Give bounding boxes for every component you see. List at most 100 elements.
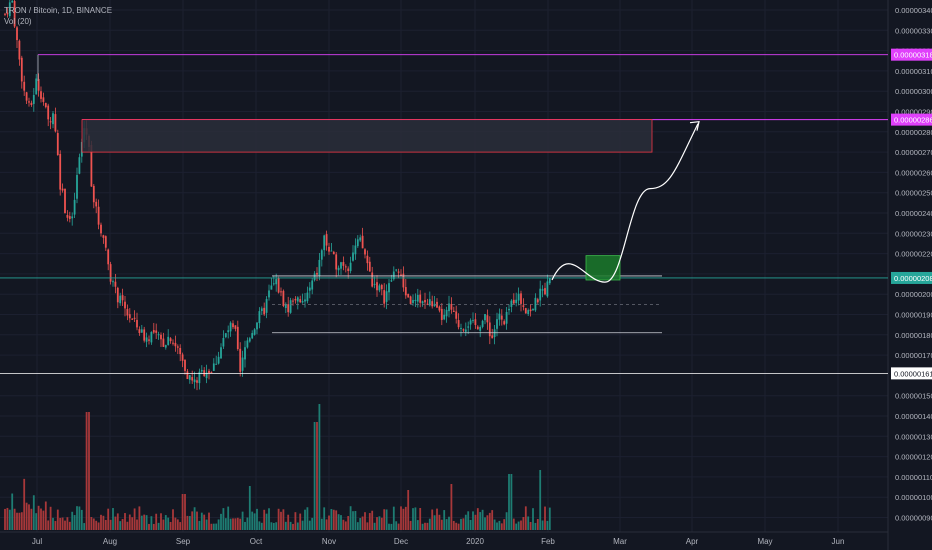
volume-bar <box>328 515 330 530</box>
volume-bar <box>532 508 534 530</box>
volume-bar <box>289 521 292 530</box>
candle-body <box>138 329 141 334</box>
volume-bar <box>239 518 242 530</box>
candle-body <box>210 372 213 374</box>
volume-bar <box>340 515 342 530</box>
candle-body <box>301 301 304 303</box>
volume-bar <box>59 517 62 530</box>
candle-body <box>150 331 153 343</box>
candle-body <box>424 300 426 303</box>
candle-body <box>56 133 59 155</box>
x-tick-label: Jul <box>32 537 42 546</box>
candle-body <box>496 319 498 329</box>
volume-bar <box>299 513 302 530</box>
volume-bar <box>54 521 57 530</box>
volume-bar <box>522 517 525 530</box>
volume-bar <box>313 422 316 530</box>
volume-bar <box>304 509 306 530</box>
candle-body <box>229 322 232 332</box>
volume-bar <box>198 520 201 530</box>
volume-bar <box>246 517 249 530</box>
candle-body <box>284 303 287 309</box>
candle-body <box>200 369 203 372</box>
candle-body <box>455 311 458 319</box>
volume-bar <box>517 521 520 530</box>
volume-bar <box>66 517 69 530</box>
volume-bar <box>412 508 414 530</box>
volume-bar <box>546 520 549 530</box>
volume-bar <box>373 522 376 530</box>
volume-bar <box>236 517 239 530</box>
candle-body <box>392 271 395 280</box>
candle-body <box>208 370 210 374</box>
volume-bar <box>378 516 381 530</box>
volume-bar <box>296 522 299 530</box>
candle-body <box>224 333 227 338</box>
candle-body <box>100 224 102 234</box>
volume-bar <box>397 523 400 530</box>
volume-bar <box>445 519 448 530</box>
volume-indicator-label[interactable]: Vol (20) <box>4 17 32 26</box>
volume-bar <box>92 518 95 530</box>
price-axis[interactable]: 0.000003400.000003300.000003200.00000310… <box>895 6 932 523</box>
candle-body <box>313 273 316 281</box>
time-axis[interactable]: Jul Aug Sep Oct Nov Dec 2020 Feb Mar Apr May Jun <box>32 537 845 546</box>
volume-bar <box>112 508 114 530</box>
candle-body <box>246 340 249 348</box>
volume-bar <box>368 513 371 530</box>
symbol-title[interactable]: TRON / Bitcoin, 1D, BINANCE <box>4 6 113 15</box>
candle-body <box>47 105 50 120</box>
volume-bar <box>13 508 16 530</box>
volume-bar <box>64 520 66 530</box>
candle-body <box>148 339 150 341</box>
candle-body <box>155 330 158 333</box>
volume-bar <box>272 522 275 530</box>
volume-bar <box>114 516 117 530</box>
volume-bar <box>462 518 465 530</box>
price-tags: 0.00000318 0.00000286 0.00000208 0.00000161 <box>891 48 932 380</box>
volume-bar <box>508 474 510 530</box>
volume-bar <box>469 519 472 530</box>
y-tick-label: 0.00000340 <box>895 6 932 15</box>
volume-bar <box>184 494 186 530</box>
candle-body <box>244 347 246 360</box>
x-tick-label: Oct <box>250 537 263 546</box>
volume-bar <box>164 515 167 530</box>
candle-body <box>412 300 414 303</box>
y-tick-label: 0.00000100 <box>895 493 932 502</box>
candle-body <box>64 188 66 214</box>
volume-bar <box>402 508 405 530</box>
candle-body <box>294 299 297 301</box>
y-tick-label: 0.00000140 <box>895 412 932 421</box>
candle-body <box>354 245 357 255</box>
candle-body <box>344 266 347 268</box>
candle-body <box>476 326 479 330</box>
candle-body <box>258 311 261 324</box>
volume-bar <box>280 511 282 530</box>
volume-bar <box>227 506 230 530</box>
volume-bar <box>97 522 100 530</box>
volume-bar <box>68 521 71 530</box>
candle-body <box>520 293 522 304</box>
candle-body <box>112 281 114 283</box>
volume-bar <box>536 518 539 530</box>
candle-body <box>404 287 407 296</box>
volume-bar <box>359 518 362 530</box>
y-tick-label: 0.00000250 <box>895 189 932 198</box>
volume-bar <box>332 509 335 530</box>
y-tick-label: 0.00000220 <box>895 250 932 259</box>
candle-body <box>248 338 251 342</box>
volume-bar <box>30 508 33 530</box>
volume-bar <box>42 510 45 530</box>
y-tick-label: 0.00000200 <box>895 290 932 299</box>
volume-bar <box>140 515 143 530</box>
candle-body <box>402 273 405 288</box>
candle-body <box>145 337 148 342</box>
candle-body <box>517 293 520 301</box>
candle-body <box>277 277 280 293</box>
candle-body <box>268 290 270 298</box>
candle-body <box>174 342 177 347</box>
volume-bar <box>215 523 218 530</box>
volume-bar <box>529 521 532 530</box>
